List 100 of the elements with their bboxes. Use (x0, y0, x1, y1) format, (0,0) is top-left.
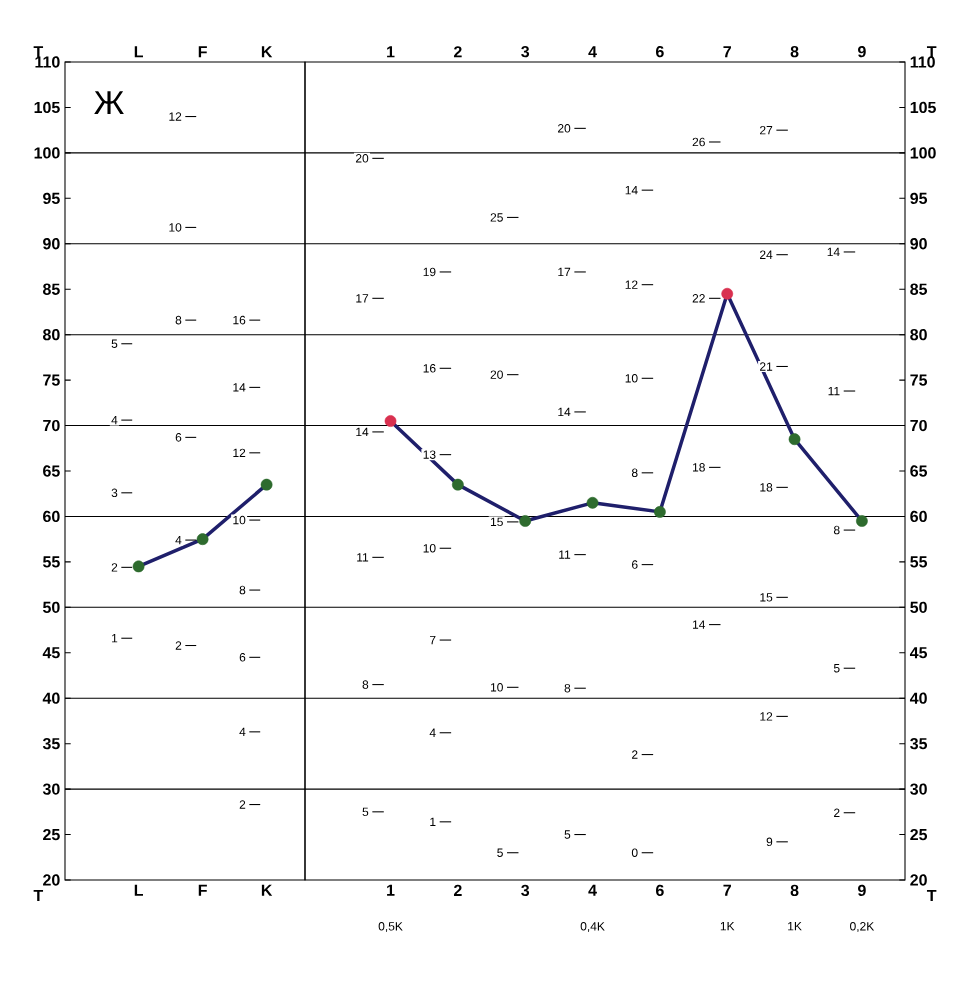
point (451, 478, 464, 491)
text: 0,2K (850, 922, 875, 932)
annotation: 8 (362, 680, 369, 689)
annotation: 15 (760, 593, 773, 602)
y-tick-label: 110 (35, 56, 60, 68)
text: 0,4K (580, 922, 605, 932)
y-tick-label: 65 (43, 465, 60, 477)
point (586, 496, 599, 509)
y-tick-label: 60 (910, 510, 927, 523)
annotation: 14 (827, 247, 840, 257)
annotation: 8 (631, 468, 638, 478)
annotation: 9 (766, 837, 773, 847)
y-tick-label: 25 (910, 828, 928, 841)
category-label: 4 (588, 884, 597, 896)
annotation: 20 (558, 124, 571, 133)
annotation: 3 (111, 488, 118, 498)
y-tick-label: 30 (42, 783, 60, 795)
annotation: 5 (497, 848, 503, 857)
annotation: 1 (430, 817, 436, 826)
text: 0,5K (378, 922, 403, 932)
y-tick-label: 25 (43, 828, 60, 841)
annotation: 20 (355, 154, 369, 163)
annotation: 18 (760, 483, 773, 492)
category-label: 1 (387, 884, 395, 896)
annotation: 4 (175, 535, 182, 545)
y-tick-label: 35 (42, 737, 60, 750)
annotation: 5 (564, 830, 571, 839)
y-axis-title: T (33, 46, 44, 58)
category-label: 7 (723, 884, 731, 896)
annotation: 11 (357, 553, 369, 562)
y-tick-label: 55 (42, 556, 60, 568)
annotation: 14 (692, 620, 706, 629)
annotation: 11 (559, 550, 571, 559)
x-tick-label: 4 (588, 46, 597, 58)
annotation: 25 (490, 213, 503, 222)
annotation: 5 (362, 807, 369, 817)
y-tick-label: 70 (43, 419, 60, 432)
x-tick-label: 9 (858, 45, 866, 58)
point (654, 506, 666, 518)
annotation: 4 (111, 415, 118, 425)
annotation: 21 (760, 362, 773, 371)
y-tick-label: 55 (910, 556, 928, 568)
annotation: 10 (490, 683, 503, 692)
annotation: 8 (833, 525, 840, 535)
y-tick-label: 95 (43, 192, 60, 204)
y-tick-label: 70 (910, 419, 927, 432)
y-tick-label: 80 (42, 329, 60, 341)
annotation: 2 (111, 563, 118, 572)
annotation: 15 (490, 517, 503, 527)
category-label: L (134, 884, 143, 896)
annotation: 24 (760, 250, 773, 259)
annotation: 12 (169, 112, 182, 121)
annotation: 2 (632, 750, 638, 759)
y-tick-label: 75 (43, 374, 60, 386)
y-tick-label: 90 (43, 238, 60, 250)
annotation: 14 (625, 186, 638, 195)
annotation: 20 (490, 370, 503, 379)
x-tick-label: K (261, 46, 273, 58)
category-label: 3 (521, 884, 530, 897)
y-tick-label: 95 (910, 192, 928, 204)
annotation: 1 (112, 634, 118, 643)
annotation: 17 (558, 267, 571, 277)
annotation: 19 (423, 267, 436, 277)
annotation: 5 (833, 664, 840, 673)
category-label: 2 (453, 884, 462, 896)
annotation: 2 (834, 808, 840, 817)
y-tick-label: 50 (910, 601, 927, 613)
annotation: 8 (239, 585, 246, 595)
annotation: 2 (175, 641, 182, 650)
annotation: 14 (356, 427, 369, 437)
annotation: 2 (239, 800, 246, 809)
y-tick-label: 90 (910, 238, 927, 250)
point (196, 533, 209, 546)
point (260, 478, 273, 491)
text: T (926, 890, 937, 902)
text: T (33, 890, 44, 902)
y-tick-label: 30 (910, 783, 927, 795)
x-tick-label: 3 (521, 45, 530, 58)
annotation: Ж (94, 91, 124, 115)
annotation: 6 (632, 560, 638, 569)
y-tick-label: 40 (909, 692, 927, 704)
x-tick-label: 6 (656, 45, 664, 58)
category-label: K (261, 884, 273, 896)
annotation: 12 (760, 712, 773, 721)
annotation: 8 (564, 683, 571, 693)
y-tick-label: 85 (42, 283, 60, 295)
y-tick-label: 105 (910, 101, 936, 114)
annotation: 0 (631, 848, 638, 857)
y-tick-label: 100 (34, 147, 60, 159)
annotation: 14 (558, 407, 571, 417)
annotation: 17 (356, 294, 369, 303)
category-label: 6 (656, 884, 664, 897)
y-tick-label: 80 (910, 329, 927, 341)
y-tick-label: 45 (909, 647, 928, 659)
annotation: 8 (175, 315, 182, 325)
x-tick-label: 8 (790, 45, 799, 58)
annotation: 16 (423, 364, 436, 373)
annotation: 26 (692, 137, 705, 147)
annotation: 10 (233, 515, 246, 525)
y-tick-label: 100 (910, 147, 936, 159)
